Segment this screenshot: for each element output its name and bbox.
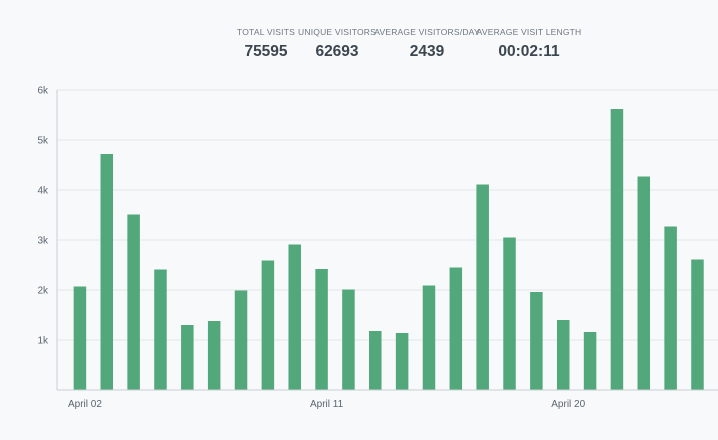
bar-april-13[interactable]	[369, 331, 382, 390]
total-visits-stat: TOTAL VISITS 75595	[237, 26, 295, 61]
total-visits-label: TOTAL VISITS	[237, 27, 295, 37]
bar-april-07[interactable]	[207, 321, 221, 390]
bar-april-02[interactable]	[73, 286, 87, 391]
bar-april-20[interactable]	[556, 320, 570, 390]
chart-tick-labels: 1k 2k 3k 4k 5k 6k April 02 April 11 April 20	[37, 86, 585, 411]
average-visit-length-value: 00:02:11	[498, 43, 560, 60]
unique-visitors-label: UNIQUE VISITORS	[298, 27, 376, 37]
y-tick-label: 2k	[37, 286, 49, 297]
chart-bars	[73, 109, 704, 391]
total-visits-value: 75595	[244, 43, 288, 60]
bar-april-17[interactable]	[476, 184, 489, 391]
bar-april-08[interactable]	[234, 290, 248, 391]
bar-april-16[interactable]	[449, 267, 463, 391]
x-tick-label: April 20	[551, 399, 585, 410]
average-visitors-day-label: AVERAGE VISITORS/DAY	[374, 27, 480, 37]
bar-april-21[interactable]	[583, 332, 597, 390]
bar-april-22[interactable]	[610, 109, 624, 390]
y-tick-label: 6k	[37, 86, 49, 97]
bar-april-12[interactable]	[342, 289, 355, 391]
bar-april-06[interactable]	[181, 325, 194, 390]
y-tick-label: 3k	[37, 236, 49, 247]
bar-april-24[interactable]	[664, 226, 677, 391]
bar-april-10[interactable]	[288, 244, 301, 391]
y-tick-label: 1k	[37, 336, 49, 347]
average-visitors-day-value: 2439	[409, 43, 445, 60]
average-visit-length-stat: AVERAGE VISIT LENGTH 00:02:11	[477, 26, 582, 61]
bar-april-19[interactable]	[530, 292, 543, 390]
average-visitors-day-stat: AVERAGE VISITORS/DAY 2439	[374, 26, 480, 61]
unique-visitors-value: 62693	[315, 43, 359, 60]
bar-april-18[interactable]	[503, 237, 516, 391]
unique-visitors-stat: UNIQUE VISITORS 62693	[298, 26, 376, 61]
summary-stats: TOTAL VISITS 75595 UNIQUE VISITORS 62693…	[230, 26, 600, 66]
y-tick-label: 5k	[37, 136, 49, 147]
bar-april-03[interactable]	[100, 154, 114, 390]
bar-april-23[interactable]	[637, 176, 651, 391]
bar-april-09[interactable]	[261, 260, 275, 391]
y-tick-label: 4k	[37, 186, 49, 197]
bar-april-14[interactable]	[395, 333, 409, 390]
average-visit-length-label: AVERAGE VISIT LENGTH	[476, 27, 582, 37]
chart-grid	[57, 89, 718, 341]
bar-april-15[interactable]	[422, 285, 436, 391]
bar-april-04[interactable]	[127, 214, 140, 391]
chart-axes	[56, 90, 718, 391]
bar-april-11[interactable]	[315, 269, 328, 390]
bar-april-05[interactable]	[154, 269, 167, 391]
bar-april-25[interactable]	[691, 259, 704, 391]
x-tick-label: April 11	[310, 399, 344, 410]
x-tick-label: April 02	[68, 399, 102, 410]
